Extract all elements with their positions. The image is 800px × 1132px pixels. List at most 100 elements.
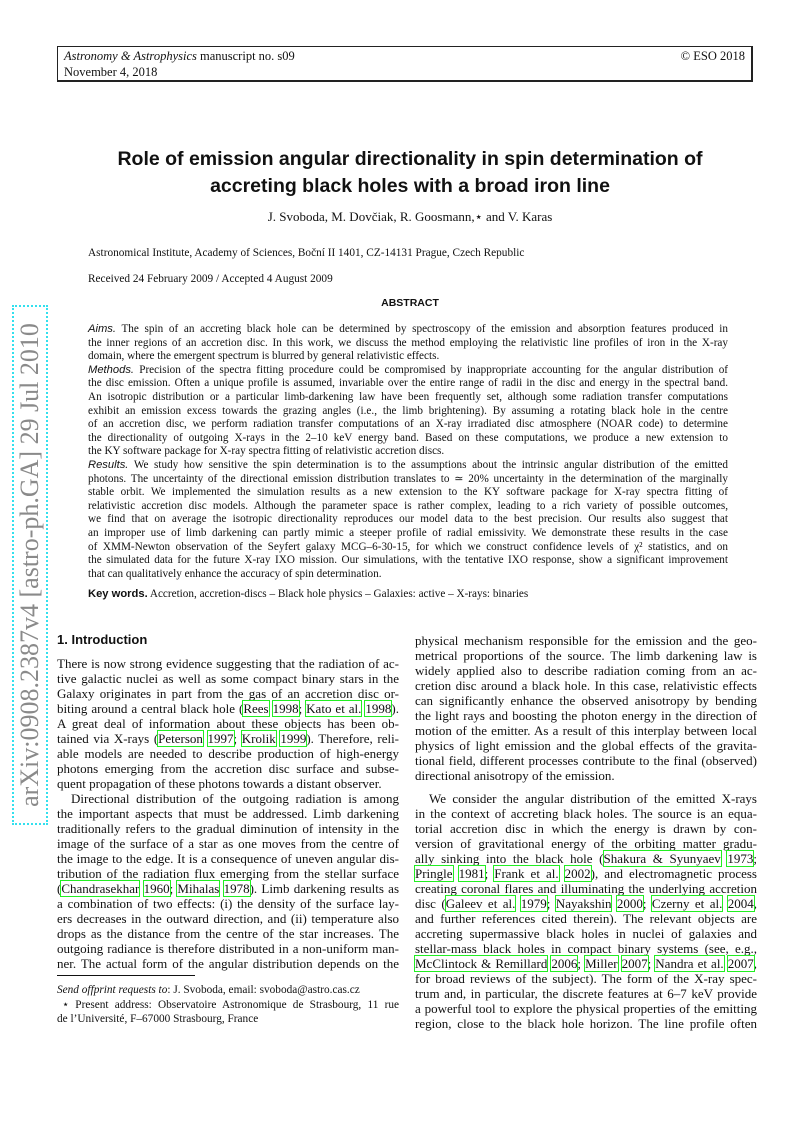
citation-link[interactable]: 1979 <box>519 894 548 912</box>
citation-link[interactable]: 2007 <box>726 954 755 972</box>
journal-name: Astronomy & Astrophysics manuscript no. … <box>64 48 295 64</box>
right-column: physical mechanism responsible for the e… <box>415 633 757 783</box>
citation-link[interactable]: Mihalas <box>176 879 221 897</box>
text-line: can significantly enhance the observed a… <box>415 692 757 708</box>
citation-link[interactable]: 2007 <box>620 954 649 972</box>
text-line: trum and, in particular, the discrete fe… <box>415 985 757 1001</box>
abstract-text: Precision of the spectra fitting procedu… <box>139 363 729 376</box>
citation-link[interactable]: Krolik <box>240 729 277 747</box>
text-line: There is now strong evidence suggesting … <box>57 655 399 671</box>
abstract-text: an improper use of limb darkening can pa… <box>88 526 728 539</box>
arxiv-stamp[interactable]: arXiv:0908.2387v4 [astro-ph.GA] 29 Jul 2… <box>12 305 48 825</box>
abstract-section-label: Results. <box>88 458 129 471</box>
text-line: directional anisotropy of the emission. <box>415 767 615 783</box>
abstract-line: Aims. The spin of an accreting black hol… <box>88 323 728 337</box>
citation-link[interactable]: 1998 <box>271 699 300 717</box>
abstract-text: the inner regions of an accretion disc. … <box>88 336 728 349</box>
citation-link[interactable]: 1978 <box>222 879 251 897</box>
abstract-text: of XMM-Newton observation of the Seyfert… <box>88 540 728 553</box>
text-line: ally sinking into the black hole (Shakur… <box>415 849 758 867</box>
text-line: stellar-mass black holes in compact bina… <box>415 940 757 956</box>
title-line: accreting black holes with a broad iron … <box>210 175 610 197</box>
paper-title: Role of emission angular directionality … <box>60 146 760 200</box>
text-line: physical mechanism responsible for the e… <box>415 632 757 648</box>
text-line: outgoing radiance is therefore distribut… <box>57 940 399 956</box>
citation-link[interactable]: 2002 <box>563 864 592 882</box>
text-line: in the context of accreting black holes.… <box>415 805 757 821</box>
abstract-text: relativistic accretion disc models. Alth… <box>88 499 728 512</box>
citation-link[interactable]: Frank et al. <box>493 864 560 882</box>
footnote-rule <box>57 975 195 976</box>
text-line: tional field, different processes contri… <box>415 752 757 768</box>
text-line: disc (Galeev et al. 1979; Nayakshin 2000… <box>415 894 757 912</box>
manuscript-number: manuscript no. s09 <box>196 49 295 63</box>
citation-link[interactable]: Czerny et al. <box>650 894 724 912</box>
right-column-continued: We consider the angular distribution of … <box>413 791 758 1031</box>
text-line: tive galactic nuclei as well as some com… <box>57 670 399 686</box>
abstract-text: we find that on average the isotropic di… <box>88 513 728 526</box>
footnotes: Send offprint requests to: J. Svoboda, e… <box>57 983 399 1027</box>
text-line: cretion disc around a black hole. In thi… <box>415 677 757 693</box>
offprint-label: Send offprint requests to <box>57 984 168 996</box>
abstract-section-label: Aims. <box>88 323 116 335</box>
text-line: Directional distribution of the outgoing… <box>71 790 399 806</box>
citation-link[interactable]: 1960 <box>142 879 171 897</box>
text-line: biting around a central black hole (Rees… <box>57 699 399 717</box>
citation-link[interactable]: 2000 <box>615 894 644 912</box>
keywords: Key words. Accretion, accretion-discs – … <box>88 588 528 600</box>
citation-link[interactable]: Pringle <box>414 864 454 882</box>
text-line: motion of the emitter. As a result of th… <box>415 722 757 738</box>
abstract-line: stable orbit. We implemented the simulat… <box>88 486 728 500</box>
citation-link[interactable]: Nayakshin <box>554 894 613 912</box>
citation-link[interactable]: 1981 <box>457 864 486 882</box>
abstract-line: domain, where the emergent spectrum is b… <box>88 350 728 364</box>
citation-link[interactable]: Miller <box>584 954 619 972</box>
text-line: (Chandrasekhar 1960; Mihalas 1978). Limb… <box>57 879 400 897</box>
abstract-line: an improper use of limb darkening can pa… <box>88 527 728 541</box>
text-line: version of gravitational energy of the o… <box>415 835 757 851</box>
citation-link[interactable]: 2004 <box>726 894 755 912</box>
citation-link[interactable]: Nandra et al. <box>654 954 725 972</box>
footnote-present-address: ⋆ Present address: Observatoire Astronom… <box>62 998 399 1011</box>
abstract-text: domain, where the emergent spectrum is b… <box>88 350 440 363</box>
abstract-line: exhibit an emission excess towards the g… <box>88 405 728 419</box>
footnote-offprint: Send offprint requests to: J. Svoboda, e… <box>57 983 399 998</box>
text-line: traditionally refers to the gradual dimi… <box>57 820 399 836</box>
text-line: accreting supermassive black holes in nu… <box>415 925 757 941</box>
citation-link[interactable]: Rees <box>242 699 270 717</box>
citation-link[interactable]: 1973 <box>726 849 755 867</box>
abstract-text: of an accretion disc, we perform radiati… <box>88 418 728 431</box>
citation-link[interactable]: McClintock & Remillard <box>413 954 549 972</box>
citation-link[interactable]: Peterson <box>157 729 204 747</box>
text-line: for broad reviews of the subject). The f… <box>415 970 757 986</box>
text-line: photons emerging from the accretion disc… <box>57 760 399 776</box>
citation-link[interactable]: Chandrasekhar <box>60 879 141 897</box>
text-line: and further references cited therein). T… <box>415 910 757 926</box>
text-line: A great deal of information about these … <box>57 715 399 731</box>
citation-link[interactable]: 1999 <box>279 729 308 747</box>
text-line: a powerful tool to explore the physical … <box>415 1000 757 1016</box>
text-line: the image to the edge. It is a consequen… <box>57 850 399 866</box>
affiliation: Astronomical Institute, Academy of Scien… <box>88 247 525 259</box>
citation-link[interactable]: Galeev et al. <box>444 894 517 912</box>
text-line: ers decreases in the outward direction, … <box>57 910 399 926</box>
journal-title: Astronomy & Astrophysics <box>64 49 197 63</box>
citation-link[interactable]: 1998 <box>364 699 393 717</box>
abstract-text: the disc emission. Often a unique profil… <box>88 377 728 390</box>
abstract-line: the inner regions of an accretion disc. … <box>88 337 728 351</box>
text-line: quent propagation of these photons towar… <box>57 775 382 791</box>
abstract-text: An isotropic distribution or a particula… <box>88 390 728 403</box>
text-line: the important aspects that must be addre… <box>57 805 399 821</box>
citation-link[interactable]: Shakura & Syunyaev <box>602 849 722 867</box>
authors: J. Svoboda, M. Dovčiak, R. Goosmann,⋆ an… <box>267 209 553 224</box>
citation-link[interactable]: Kato et al. <box>305 699 363 717</box>
text-line: Galaxy originates in part from the gas o… <box>57 685 399 701</box>
text-line: McClintock & Remillard 2006; Miller 2007… <box>413 954 757 972</box>
abstract-section-label: Methods. <box>88 363 135 376</box>
citation-link[interactable]: 2006 <box>550 954 579 972</box>
abstract-line: the disc emission. Often a unique profil… <box>88 377 728 391</box>
keywords-text: Accretion, accretion-discs – Black hole … <box>147 588 529 600</box>
text-line: Pringle 1981; Frank et al. 2002), and el… <box>414 864 757 882</box>
abstract-line: Results. We study how sensitive the spin… <box>88 459 728 473</box>
citation-link[interactable]: 1997 <box>206 729 235 747</box>
